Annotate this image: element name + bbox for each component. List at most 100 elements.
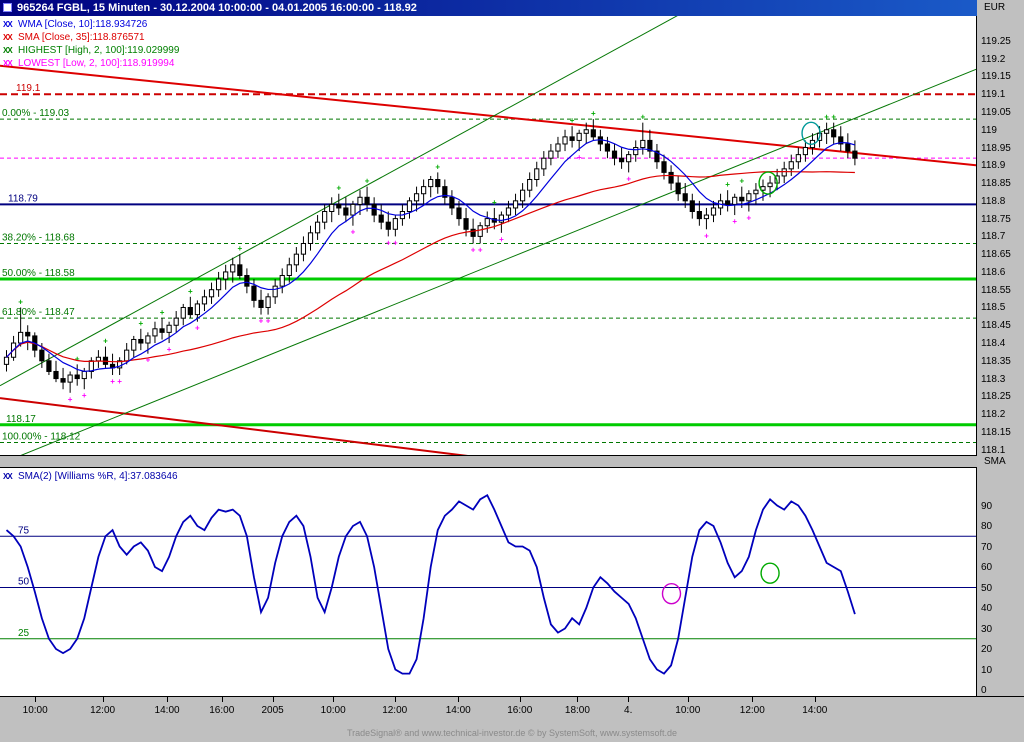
high-marker-icon: + [725,180,730,189]
candle-body [767,182,773,188]
trendline[interactable] [0,397,517,455]
price-chart-canvas[interactable]: ++++++ +++++++++ +++++ +++ ++++++++++++++ +11… [0,16,977,455]
price-legend: XX WMA [Close, 10]:118.934726 XX SMA [Clos… [3,19,179,71]
time-tick [577,697,579,702]
price-tick-label: 119.2 [981,53,1006,65]
trendline[interactable] [0,68,976,455]
price-level-label: 100.00% - 118.12 [2,432,81,443]
candle-body [555,143,561,152]
price-level-label: 119.1 [16,83,41,94]
trendline[interactable] [0,16,976,387]
candle-body [647,139,653,152]
osc-tick-label: 60 [981,562,993,573]
candle-body [852,150,858,159]
price-tick-label: 118.6 [981,266,1006,278]
candle-body [498,214,504,223]
annotation-circle[interactable] [661,582,682,605]
price-level-label: 0.00% - 119.03 [2,108,70,119]
panel-separator[interactable] [0,455,977,468]
time-tick-label: 14:00 [154,705,180,716]
candle-body [18,331,24,344]
candle-body [710,207,717,216]
candle-body [725,200,731,205]
candle-body [583,129,589,134]
candle-body [265,296,271,308]
high-marker-icon: + [237,244,242,253]
time-tick [814,697,816,702]
candle-body [590,129,596,138]
price-tick-label: 119.1 [981,89,1006,101]
candle-body [223,271,229,280]
candle-body [329,203,335,213]
price-tick-label: 118.55 [981,284,1011,296]
price-tick-label: 118.5 [981,302,1006,314]
candle-body [428,179,434,188]
candle-body [689,200,695,213]
osc-tick-label: 30 [981,623,993,635]
osc-tick-label: 40 [981,603,993,614]
candle-body [845,143,851,152]
wma10-line [6,139,856,372]
osc-tick-label: 50 [981,582,993,594]
trendline[interactable] [0,64,976,167]
annotation-circle[interactable] [760,562,780,584]
candle-body [25,331,31,337]
candle-body [392,218,398,230]
time-tick-label: 16:00 [507,705,533,716]
legend-williams: XX SMA(2) [Williams %R, 4]:37.083646 [3,471,178,482]
high-marker-icon: + [570,116,575,125]
candle-body [194,303,200,316]
oscillator-chart-canvas[interactable]: 75 50 25 [0,468,977,696]
time-tick [394,697,396,702]
candle-body [534,168,540,181]
low-marker-icon: + [499,235,504,244]
candle-body [230,264,236,273]
price-tick-label: 119.05 [981,106,1011,118]
credit-text: TradeSignal® and www.technical-investor.… [346,728,678,738]
candle-body [314,221,321,234]
candle-body [449,196,455,209]
annotation-circle[interactable] [801,121,821,146]
time-axis[interactable]: TradeSignal® and www.technical-investor.… [0,696,1024,742]
oscillator-axis[interactable]: 90 80 70 60 50 40 30 20 10 0 [977,468,1024,696]
low-marker-icon: + [471,245,476,254]
price-axis[interactable]: 119.25 119.2 119.15 119.1 119.05 119 118.95 118… [977,16,1024,456]
low-marker-icon: + [117,377,122,386]
high-marker-icon: + [591,109,596,118]
osc-tick-label: 70 [981,541,993,553]
high-marker-icon: + [18,297,23,306]
annotation-circle[interactable] [758,171,778,195]
price-tick-label: 118.9 [981,160,1006,172]
candle-body [795,154,801,163]
title-bar[interactable]: 965264 FGBL, 15 Minuten - 30.12.2004 10:… [0,0,977,16]
high-marker-icon: + [103,337,108,346]
price-tick-label: 119.25 [981,35,1011,47]
low-marker-icon: + [68,395,73,404]
legend-wma: XX WMA [Close, 10]:118.934726 [3,19,148,30]
formula-icon: XX [3,33,13,42]
candle-body [661,161,667,173]
oscillator-line [5,493,856,675]
candle-body [604,143,611,152]
high-marker-icon: + [831,113,836,122]
candle-body [124,349,130,362]
high-marker-icon: + [640,113,645,122]
time-tick-label: 12:00 [739,705,765,716]
time-tick-label: 14:00 [802,705,828,716]
candle-body [357,196,363,205]
window-title: 965264 FGBL, 15 Minuten - 30.12.2004 10:… [17,2,417,14]
candle-body [237,264,243,276]
candle-body [781,168,787,177]
candle-body [406,200,413,213]
price-tick-label: 118.2 [981,409,1006,421]
candle-body [378,214,384,223]
candle-body [421,186,427,195]
high-marker-icon: + [492,198,497,207]
app-icon[interactable] [3,3,12,12]
legend-lowest: XX LOWEST [Low, 2, 100]:118.919994 [3,58,175,69]
price-tick-label: 118.8 [981,195,1006,207]
candle-body [131,338,137,351]
candle-body [569,136,575,141]
candle-body [336,203,342,209]
